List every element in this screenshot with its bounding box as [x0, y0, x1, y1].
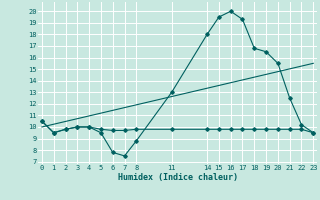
X-axis label: Humidex (Indice chaleur): Humidex (Indice chaleur) [118, 173, 238, 182]
